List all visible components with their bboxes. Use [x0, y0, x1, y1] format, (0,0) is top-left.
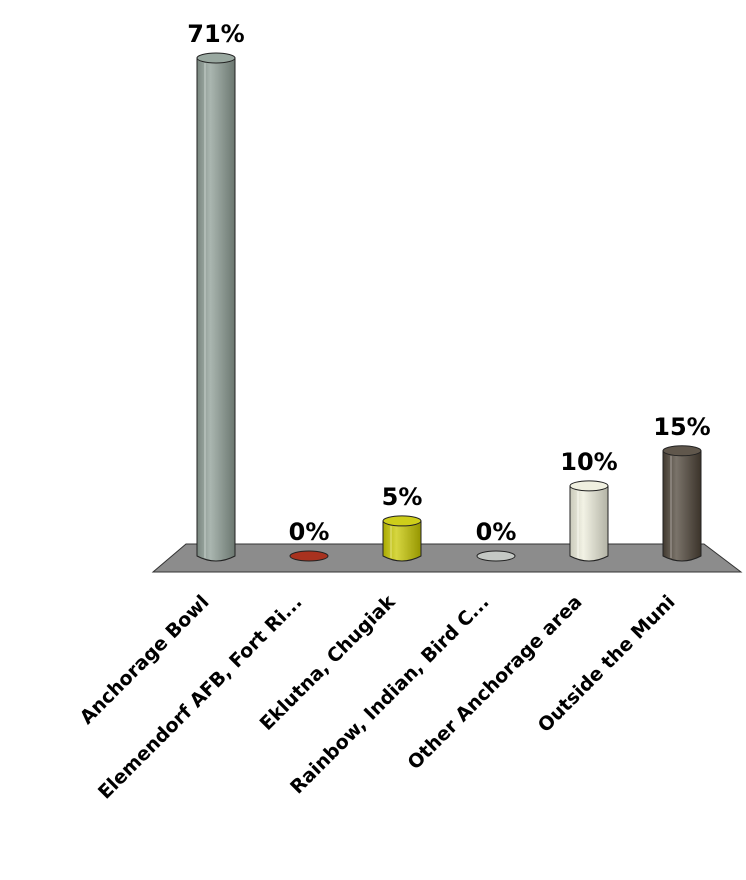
bar-6: [662, 445, 702, 562]
value-label: 10%: [560, 448, 617, 476]
value-label: 15%: [653, 413, 710, 441]
bar-disk: [476, 550, 516, 562]
value-label: 5%: [382, 483, 423, 511]
category-label: Elemendorf AFB, Fort Ri...: [94, 591, 307, 804]
bar-2: [289, 550, 329, 562]
bar-body: [196, 57, 236, 562]
bar-disk: [289, 550, 329, 562]
bar-body: [662, 450, 702, 562]
bar-cap: [382, 515, 422, 527]
bar-cap: [196, 52, 236, 64]
value-label: 71%: [187, 20, 244, 48]
bar-5: [569, 480, 609, 562]
bar-cap: [662, 445, 702, 457]
value-label: 0%: [289, 518, 330, 546]
category-label: Other Anchorage area: [403, 591, 586, 774]
value-label: 0%: [476, 518, 517, 546]
bar-4: [476, 550, 516, 562]
bar-cap: [569, 480, 609, 492]
bar-body: [569, 485, 609, 562]
chart-floor: [151, 543, 743, 573]
bar-body: [382, 520, 422, 562]
bar-3: [382, 515, 422, 562]
category-label: Rainbow, Indian, Bird C...: [286, 591, 493, 798]
bar-1: [196, 52, 236, 562]
